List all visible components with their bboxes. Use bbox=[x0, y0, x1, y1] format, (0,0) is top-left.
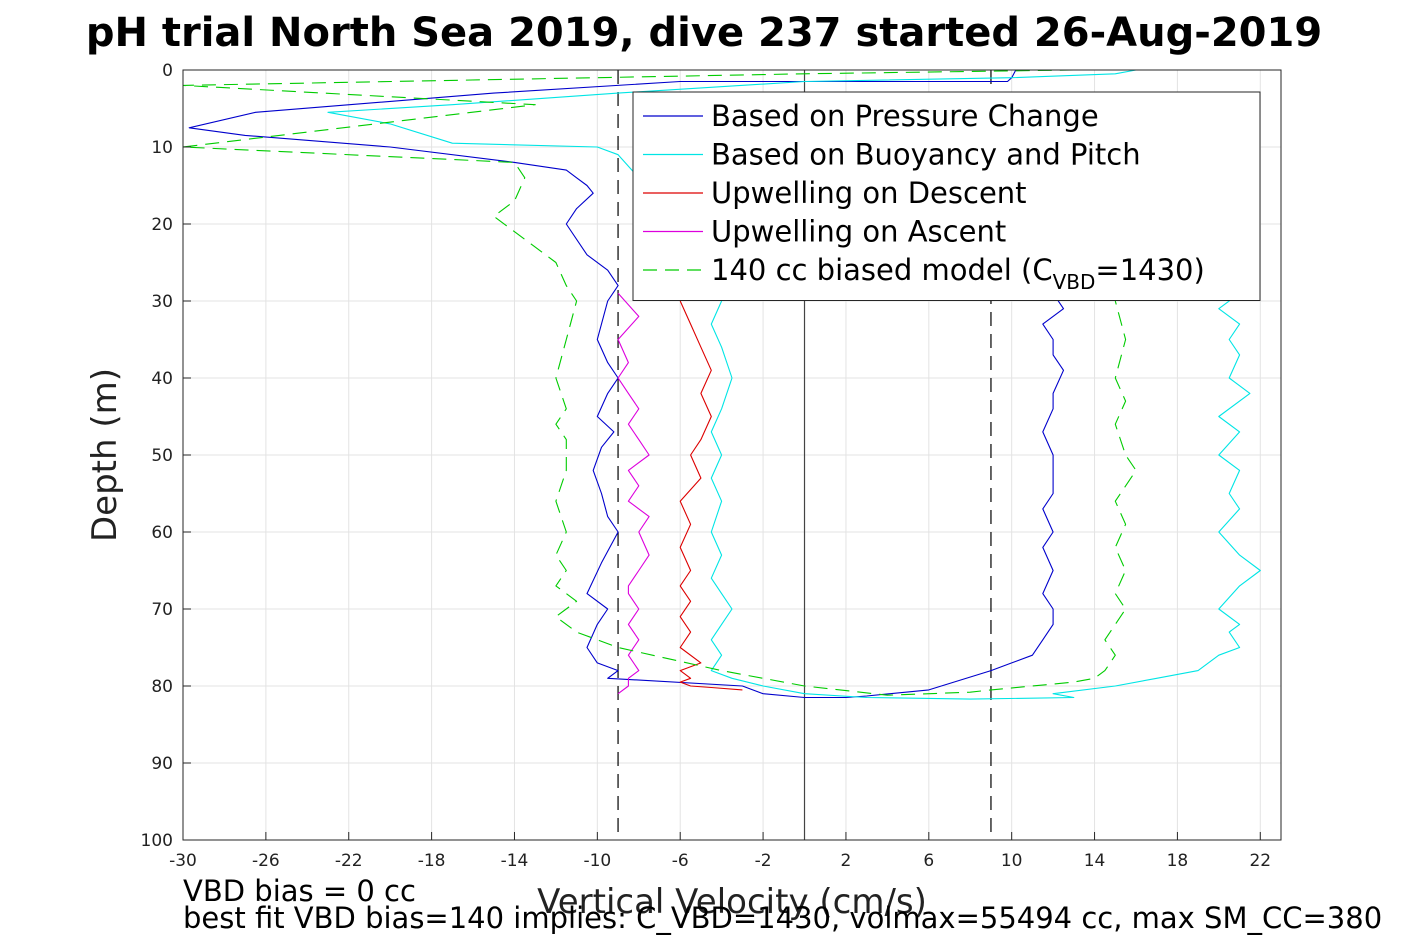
legend-box bbox=[632, 91, 1261, 301]
tick-labels: -30 -26 -22 -18 -14 -10 -6 -2 2 6 10 14 18 2201020304… bbox=[141, 61, 1272, 871]
y-tick-label: 70 bbox=[151, 600, 173, 620]
y-tick-label: 20 bbox=[151, 215, 173, 235]
y-tick-label: 90 bbox=[151, 754, 173, 774]
y-tick-label: 80 bbox=[151, 677, 173, 697]
y-axis-label: Depth (m) bbox=[85, 368, 125, 542]
x-tick-label: 14 bbox=[1084, 851, 1106, 871]
x-tick-label: -22 bbox=[335, 851, 363, 871]
x-tick-label: 18 bbox=[1167, 851, 1189, 871]
x-tick-label: 10 bbox=[1001, 851, 1023, 871]
y-tick-label: 100 bbox=[141, 831, 173, 851]
legend-label: Upwelling on Ascent bbox=[711, 215, 1006, 249]
series-based-on-buoyancy-and-pitch bbox=[327, 69, 1261, 700]
legend-label: Upwelling on Descent bbox=[711, 176, 1027, 210]
x-tick-label: -14 bbox=[501, 851, 529, 871]
series-upwelling-on-ascent bbox=[617, 292, 650, 695]
x-tick-label: -30 bbox=[169, 851, 197, 871]
x-tick-label: -18 bbox=[418, 851, 446, 871]
x-tick-label: -6 bbox=[672, 851, 689, 871]
x-axis-label: Vertical Velocity (cm/s) bbox=[537, 882, 927, 922]
chart-title: pH trial North Sea 2019, dive 237 starte… bbox=[86, 10, 1322, 56]
y-tick-label: 40 bbox=[151, 369, 173, 389]
footer-note-bias: VBD bias = 0 cc bbox=[183, 874, 416, 908]
series-upwelling-on-descent bbox=[679, 300, 743, 691]
legend-label: Based on Buoyancy and Pitch bbox=[711, 138, 1141, 172]
legend-label: Based on Pressure Change bbox=[711, 99, 1099, 133]
series-140-cc-biased-model-cvbd-1430 bbox=[182, 69, 1137, 696]
x-tick-label: 6 bbox=[923, 851, 934, 871]
x-tick-label: 2 bbox=[841, 851, 852, 871]
y-tick-label: 50 bbox=[151, 446, 173, 466]
y-tick-label: 10 bbox=[151, 138, 173, 158]
x-tick-label: -26 bbox=[252, 851, 280, 871]
y-tick-label: 30 bbox=[151, 292, 173, 312]
series-based-on-pressure-change bbox=[188, 69, 1065, 699]
legend: Based on Pressure Change Based on Buoyanc… bbox=[632, 91, 1261, 301]
y-tick-label: 0 bbox=[162, 61, 173, 81]
x-tick-label: -2 bbox=[755, 851, 772, 871]
legend-label: 140 cc biased model (CVBD=1430) bbox=[711, 253, 1205, 294]
x-tick-label: 22 bbox=[1249, 851, 1271, 871]
footer-note-bestfit: best fit VBD bias=140 implies: C_VBD=143… bbox=[183, 901, 1382, 935]
x-tick-label: -10 bbox=[583, 851, 611, 871]
series-lines bbox=[182, 69, 1261, 700]
y-tick-label: 60 bbox=[151, 523, 173, 543]
